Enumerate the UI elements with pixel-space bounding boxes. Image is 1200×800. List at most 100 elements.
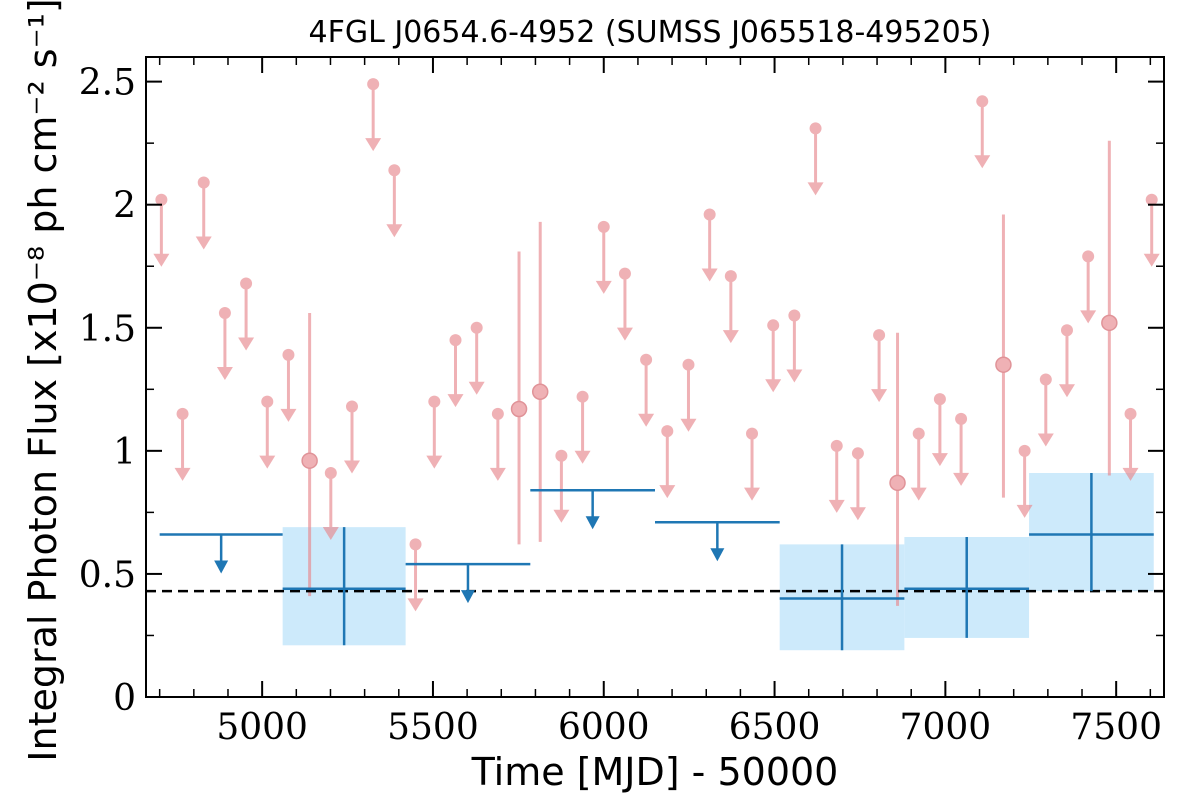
short-bin-ul-point-17 <box>576 390 589 403</box>
short-bin-ul-arrow-26 <box>765 379 782 393</box>
short-bin-ul-point-26 <box>767 319 780 332</box>
short-bin-ul-arrow-22 <box>680 418 697 432</box>
short-bin-detection-point-4 <box>995 356 1012 373</box>
short-bin-ul-arrow-41 <box>1143 253 1160 267</box>
short-bin-ul-arrow-10 <box>386 224 403 238</box>
long-bin-ul-arrow-3 <box>710 548 725 562</box>
short-bin-detection-point-5 <box>1101 314 1118 332</box>
short-bin-ul-arrow-8 <box>343 460 360 474</box>
short-bin-ul-arrow-19 <box>616 327 633 341</box>
x-tick-label-1: 5500 <box>387 707 479 748</box>
short-bin-ul-arrow-16 <box>553 509 570 523</box>
short-bin-ul-arrow-38 <box>1058 384 1075 398</box>
short-bin-ul-point-19 <box>618 267 631 280</box>
short-bin-ul-arrow-24 <box>722 330 739 344</box>
short-bin-ul-point-24 <box>724 270 737 283</box>
short-bin-ul-arrow-6 <box>280 408 297 422</box>
short-bin-ul-point-8 <box>345 400 358 413</box>
short-bin-series <box>153 78 1160 612</box>
y-axis-label: Integral Photon Flux [x10⁻⁸ ph cm⁻² s⁻¹] <box>21 0 65 762</box>
short-bin-ul-arrow-30 <box>849 507 866 521</box>
short-bin-ul-point-36 <box>1018 444 1031 457</box>
short-bin-ul-point-1 <box>176 407 189 420</box>
short-bin-ul-point-25 <box>746 427 759 440</box>
y-tick-label-5: 2.5 <box>79 63 136 104</box>
x-tick-label-2: 6000 <box>558 707 650 748</box>
short-bin-ul-arrow-33 <box>931 453 948 467</box>
short-bin-ul-arrow-32 <box>910 487 927 501</box>
short-bin-ul-arrow-21 <box>659 485 676 499</box>
short-bin-ul-point-30 <box>851 447 864 460</box>
short-bin-ul-point-4 <box>240 277 253 290</box>
plot-area <box>146 78 1164 651</box>
short-bin-ul-point-37 <box>1039 373 1052 386</box>
chart-title: 4FGL J0654.6-4952 (SUMSS J065518-495205) <box>309 15 992 50</box>
short-bin-ul-arrow-0 <box>153 253 170 267</box>
short-bin-detection-point-2 <box>531 383 549 401</box>
short-bin-ul-point-28 <box>809 122 822 135</box>
short-bin-ul-point-5 <box>261 395 274 408</box>
short-bin-ul-point-2 <box>197 176 210 189</box>
short-bin-detection-point-1 <box>510 400 528 418</box>
axes: 5000 5500 6000 6500 7000 7500 0 0.5 1 1.5 2 2.5 <box>79 57 1164 748</box>
y-tick-label-2: 1 <box>113 432 136 473</box>
short-bin-ul-point-38 <box>1060 324 1073 337</box>
short-bin-ul-arrow-15 <box>489 467 506 481</box>
short-bin-ul-arrow-9 <box>365 138 382 152</box>
short-bin-ul-point-9 <box>367 78 380 91</box>
short-bin-ul-point-34 <box>955 412 968 425</box>
x-tick-label-5: 7500 <box>1070 707 1162 748</box>
short-bin-ul-arrow-40 <box>1122 467 1139 481</box>
short-bin-ul-point-18 <box>597 220 610 233</box>
short-bin-ul-arrow-14 <box>468 381 485 395</box>
short-bin-ul-point-0 <box>155 193 168 206</box>
short-bin-ul-arrow-23 <box>701 268 718 282</box>
short-bin-ul-point-41 <box>1145 193 1158 206</box>
short-bin-ul-point-7 <box>324 467 337 479</box>
short-bin-ul-arrow-37 <box>1037 433 1054 447</box>
long-bin-ul-arrow-1 <box>460 590 475 604</box>
short-bin-ul-arrow-11 <box>407 598 424 612</box>
short-bin-ul-arrow-3 <box>216 367 233 380</box>
short-bin-ul-arrow-4 <box>238 337 255 351</box>
short-bin-ul-arrow-20 <box>638 413 655 427</box>
x-axis-label: Time [MJD] - 50000 <box>471 750 839 794</box>
short-bin-ul-arrow-29 <box>828 499 845 513</box>
short-bin-ul-arrow-7 <box>322 527 339 540</box>
short-bin-ul-arrow-28 <box>807 182 824 196</box>
short-bin-ul-point-27 <box>788 309 801 322</box>
y-tick-label-3: 1.5 <box>79 309 136 350</box>
short-bin-ul-point-31 <box>873 329 886 342</box>
x-tick-label-3: 6500 <box>729 707 821 748</box>
short-bin-ul-arrow-5 <box>259 455 276 469</box>
short-bin-ul-point-20 <box>640 353 653 366</box>
x-tick-label-0: 5000 <box>216 707 308 748</box>
short-bin-ul-point-6 <box>282 348 295 361</box>
short-bin-ul-arrow-35 <box>974 155 991 169</box>
short-bin-ul-arrow-39 <box>1080 310 1097 324</box>
short-bin-ul-arrow-31 <box>871 389 888 403</box>
short-bin-ul-point-32 <box>912 427 925 440</box>
short-bin-ul-point-11 <box>409 538 422 551</box>
short-bin-ul-arrow-13 <box>447 394 464 408</box>
short-bin-ul-arrow-17 <box>574 450 591 464</box>
short-bin-ul-point-23 <box>703 208 716 221</box>
short-bin-detection-point-0 <box>301 452 318 469</box>
y-tick-label-1: 0.5 <box>79 555 136 596</box>
short-bin-ul-point-29 <box>830 439 843 452</box>
short-bin-detection-point-3 <box>889 474 906 492</box>
short-bin-ul-point-22 <box>682 358 695 371</box>
short-bin-ul-arrow-1 <box>174 467 191 481</box>
y-tick-label-0: 0 <box>113 678 136 719</box>
short-bin-ul-arrow-34 <box>953 472 970 486</box>
long-bin-ul-arrow-2 <box>585 516 600 530</box>
short-bin-ul-point-14 <box>470 321 483 334</box>
short-bin-ul-arrow-2 <box>195 236 212 250</box>
short-bin-ul-arrow-12 <box>426 455 443 469</box>
plot-frame <box>145 56 1165 698</box>
short-bin-ul-point-16 <box>555 449 568 462</box>
short-bin-ul-point-40 <box>1124 407 1137 420</box>
long-bin-ul-arrow-0 <box>214 560 229 574</box>
short-bin-ul-point-10 <box>388 164 401 177</box>
